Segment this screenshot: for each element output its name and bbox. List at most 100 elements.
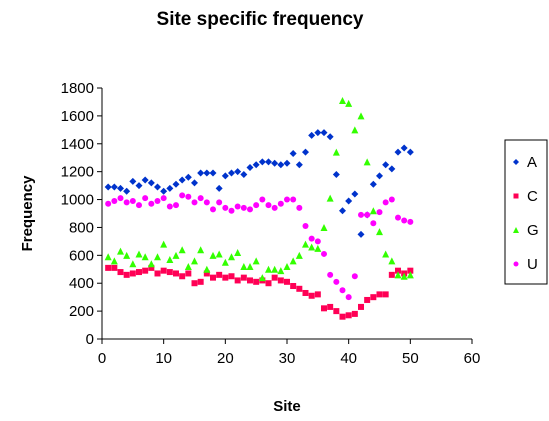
point-u bbox=[401, 217, 408, 224]
point-u bbox=[302, 223, 309, 230]
point-g bbox=[314, 244, 322, 252]
point-a bbox=[308, 131, 316, 139]
point-c bbox=[321, 305, 327, 312]
point-a bbox=[376, 172, 383, 180]
point-c bbox=[117, 269, 124, 276]
point-u bbox=[228, 207, 235, 214]
point-c bbox=[166, 269, 173, 276]
point-u bbox=[197, 195, 204, 202]
point-u bbox=[321, 250, 327, 257]
x-axis-label: Site bbox=[273, 398, 301, 415]
point-c bbox=[277, 277, 284, 284]
point-a bbox=[345, 197, 353, 205]
point-u bbox=[376, 209, 383, 216]
point-g bbox=[141, 253, 149, 261]
point-u bbox=[179, 192, 186, 199]
point-c bbox=[210, 274, 216, 281]
point-u bbox=[370, 220, 377, 227]
plot-points bbox=[104, 97, 414, 320]
point-a bbox=[314, 129, 322, 137]
point-u bbox=[117, 195, 124, 202]
point-c bbox=[271, 274, 278, 281]
point-c bbox=[284, 278, 290, 285]
point-a bbox=[320, 129, 328, 137]
point-g bbox=[160, 240, 168, 248]
point-g bbox=[382, 250, 390, 258]
point-a bbox=[277, 161, 285, 169]
point-g bbox=[332, 148, 340, 156]
point-a bbox=[283, 159, 291, 167]
legend-label-c: C bbox=[527, 188, 538, 205]
point-g bbox=[345, 99, 353, 107]
chart-title: Site specific frequency bbox=[157, 9, 364, 30]
y-tick-label: 1400 bbox=[61, 136, 94, 153]
y-tick-label: 1000 bbox=[61, 192, 94, 209]
point-c bbox=[364, 296, 371, 303]
point-a bbox=[135, 182, 143, 190]
point-c bbox=[216, 271, 223, 278]
point-g bbox=[357, 112, 365, 120]
point-a bbox=[154, 183, 161, 191]
point-c bbox=[240, 274, 247, 281]
point-g bbox=[246, 262, 254, 270]
point-g bbox=[117, 247, 124, 255]
point-u bbox=[216, 199, 223, 206]
axes bbox=[101, 88, 472, 340]
point-u bbox=[364, 211, 371, 218]
point-u bbox=[345, 294, 352, 301]
point-a bbox=[166, 184, 174, 192]
point-u bbox=[129, 197, 136, 204]
legend-marker-g bbox=[513, 227, 519, 233]
point-u bbox=[166, 203, 173, 210]
point-g bbox=[369, 207, 377, 215]
point-u bbox=[160, 195, 167, 202]
point-a bbox=[117, 184, 124, 192]
point-g bbox=[215, 250, 223, 258]
point-a bbox=[357, 230, 365, 238]
point-c bbox=[407, 267, 414, 274]
point-a bbox=[160, 187, 168, 195]
point-c bbox=[197, 278, 204, 285]
point-g bbox=[258, 274, 266, 282]
point-u bbox=[142, 195, 149, 202]
point-u bbox=[296, 204, 303, 211]
point-g bbox=[203, 265, 211, 273]
point-c bbox=[136, 269, 142, 276]
point-u bbox=[105, 200, 112, 207]
point-a bbox=[271, 159, 279, 167]
point-c bbox=[339, 313, 346, 320]
y-tick-label: 400 bbox=[69, 275, 94, 292]
point-c bbox=[265, 280, 272, 287]
y-tick-label: 1800 bbox=[61, 80, 94, 97]
point-a bbox=[339, 207, 346, 215]
point-u bbox=[333, 278, 340, 285]
point-c bbox=[333, 308, 340, 315]
legend-box bbox=[504, 139, 548, 285]
point-g bbox=[400, 272, 408, 280]
point-g bbox=[154, 253, 161, 261]
point-c bbox=[290, 283, 297, 290]
point-u bbox=[290, 196, 297, 203]
point-a bbox=[246, 163, 254, 171]
point-g bbox=[351, 126, 359, 134]
point-u bbox=[234, 203, 241, 210]
y-tick-group: 0 200 400 600 800 1000 1200 1400 1600 1800 bbox=[61, 80, 102, 348]
point-c bbox=[228, 273, 235, 280]
point-g bbox=[197, 246, 205, 254]
point-u bbox=[339, 287, 346, 294]
point-a bbox=[406, 148, 414, 156]
point-g bbox=[295, 251, 303, 259]
point-g bbox=[228, 253, 235, 261]
point-u bbox=[314, 238, 321, 245]
legend-item-g: G bbox=[513, 222, 539, 239]
point-a bbox=[258, 158, 266, 166]
point-u bbox=[284, 196, 290, 203]
point-u bbox=[222, 204, 229, 211]
point-g bbox=[110, 257, 118, 265]
y-tick-label: 600 bbox=[69, 247, 94, 264]
legend-item-a: A bbox=[513, 154, 537, 171]
point-g bbox=[166, 256, 174, 264]
legend-label-a: A bbox=[527, 154, 537, 171]
point-c bbox=[123, 271, 130, 278]
legend-label-g: G bbox=[527, 222, 539, 239]
